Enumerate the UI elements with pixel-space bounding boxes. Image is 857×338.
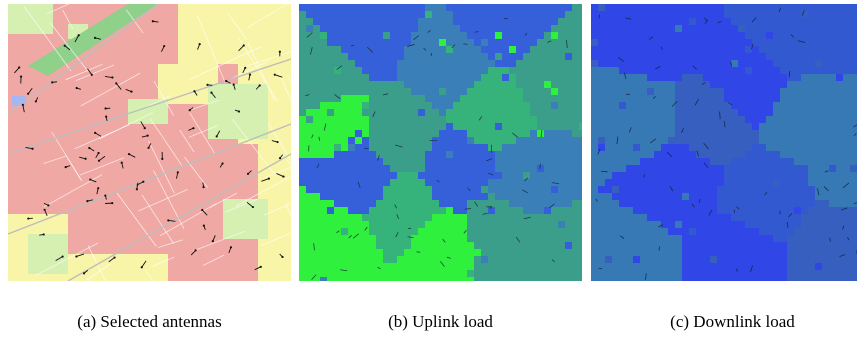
antenna-land-use-map bbox=[8, 4, 291, 281]
downlink-load-heatmap bbox=[591, 4, 857, 281]
caption-selected-antennas: (a) Selected antennas bbox=[77, 312, 222, 331]
selected-antennas-map bbox=[8, 4, 291, 281]
uplink-load-heatmap bbox=[299, 4, 582, 281]
caption-uplink-load: (b) Uplink load bbox=[388, 312, 493, 331]
caption-downlink-load: (c) Downlink load bbox=[670, 312, 795, 331]
uplink-load-map bbox=[299, 4, 582, 281]
downlink-load-map bbox=[591, 4, 857, 281]
